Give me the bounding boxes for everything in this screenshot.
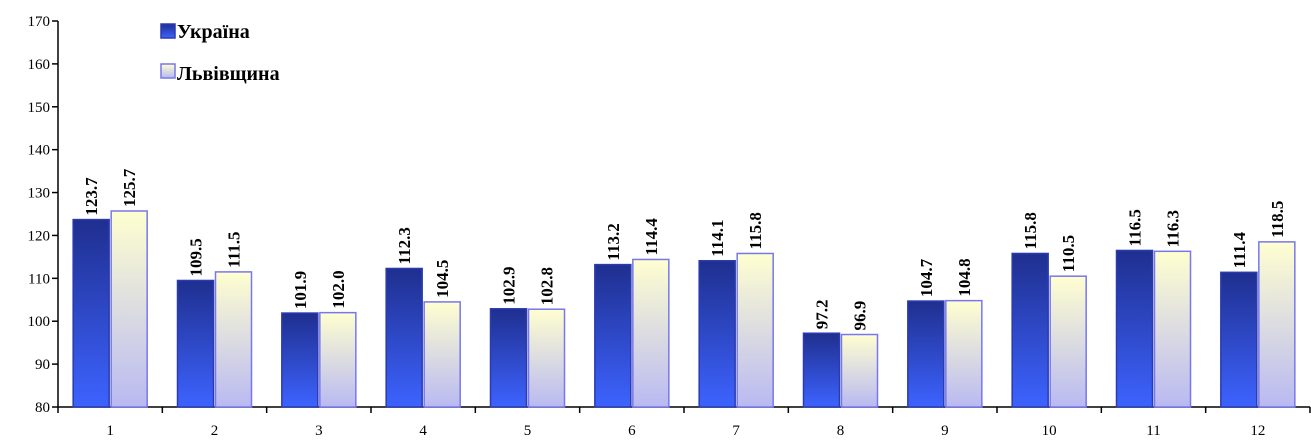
data-label-ukraine: 97.2	[813, 299, 832, 329]
data-label-ukraine: 104.7	[917, 258, 936, 297]
bar-ukraine	[489, 308, 528, 408]
y-tick-label: 100	[28, 314, 51, 330]
data-label-ukraine: 113.2	[604, 223, 623, 260]
bar-ukraine	[1220, 271, 1258, 408]
bar-ukraine	[1011, 252, 1049, 408]
data-label-lvivshchyna: 96.9	[851, 301, 870, 331]
data-label-lvivshchyna: 111.5	[225, 232, 244, 268]
bar-lvivshchyna	[840, 333, 879, 408]
bars	[72, 210, 1296, 408]
x-tick-label: 2	[211, 423, 219, 439]
y-tick-label: 160	[28, 57, 51, 73]
x-tick-label: 1	[106, 423, 114, 439]
bar-lvivshchyna	[423, 301, 461, 408]
data-label-ukraine: 115.8	[1021, 212, 1040, 249]
data-label-ukraine: 123.7	[82, 177, 101, 216]
x-tick-label: 6	[628, 423, 636, 439]
data-label-ukraine: 109.5	[187, 238, 206, 276]
bar-ukraine	[72, 218, 110, 408]
data-label-lvivshchyna: 104.5	[433, 260, 452, 298]
data-label-lvivshchyna: 114.4	[642, 218, 661, 256]
y-tick-label: 80	[35, 400, 50, 416]
y-axis: 80 90 100 110 120 130 140 150 160 170	[28, 14, 59, 416]
data-label-lvivshchyna: 110.5	[1059, 235, 1078, 272]
legend-swatch-lvivshchyna	[160, 63, 176, 79]
bar-ukraine	[907, 300, 945, 408]
x-tick-label: 5	[524, 423, 532, 439]
bar-lvivshchyna	[1258, 241, 1296, 408]
data-label-lvivshchyna: 115.8	[746, 212, 765, 249]
x-tick-label: 12	[1250, 423, 1265, 439]
bar-lvivshchyna	[1049, 275, 1087, 408]
bar-lvivshchyna	[319, 311, 357, 408]
data-label-ukraine: 111.4	[1230, 231, 1249, 268]
legend-label-lvivshchyna: Львівщина	[177, 63, 280, 85]
bar-ukraine	[594, 263, 632, 408]
bar-ukraine	[281, 312, 319, 408]
data-label-lvivshchyna: 116.3	[1164, 210, 1183, 247]
bar-ukraine	[698, 259, 736, 408]
bar-lvivshchyna	[736, 252, 774, 408]
bar-lvivshchyna	[945, 299, 983, 408]
x-tick-label: 7	[732, 423, 740, 439]
x-tick-label: 9	[941, 423, 949, 439]
data-label-ukraine: 112.3	[395, 227, 414, 264]
y-tick-label: 90	[35, 357, 50, 373]
x-tick-label: 11	[1146, 423, 1160, 439]
data-labels: 123.7 109.5 101.9 112.3 102.9 113.2 114.1 97.2 1…	[82, 168, 1287, 330]
bar-lvivshchyna	[110, 210, 148, 408]
legend: Україна Львівщина	[160, 21, 280, 85]
x-tick-label: 8	[837, 423, 845, 439]
data-label-lvivshchyna: 102.0	[329, 270, 348, 308]
y-tick-label: 150	[28, 100, 51, 116]
y-tick-label: 170	[28, 14, 51, 30]
data-label-ukraine: 102.9	[500, 267, 519, 305]
bar-ukraine	[385, 267, 423, 408]
data-label-ukraine: 114.1	[708, 219, 727, 256]
bar-lvivshchyna	[1153, 250, 1192, 408]
bar-lvivshchyna	[214, 271, 253, 408]
legend-label-ukraine: Україна	[177, 21, 250, 43]
bar-lvivshchyna	[527, 308, 566, 408]
x-tick-label: 3	[315, 423, 323, 439]
y-tick-label: 120	[28, 228, 51, 244]
data-label-lvivshchyna: 104.8	[955, 258, 974, 296]
y-tick-label: 140	[28, 143, 51, 159]
bar-ukraine	[1115, 249, 1154, 408]
data-label-ukraine: 116.5	[1126, 209, 1145, 246]
data-label-lvivshchyna: 102.8	[538, 267, 557, 305]
x-axis: 1 2 3 4 5 6 7 8 9 10 11 12	[57, 406, 1311, 439]
data-label-lvivshchyna: 125.7	[120, 168, 139, 207]
legend-swatch-ukraine	[160, 23, 176, 39]
bar-ukraine	[802, 332, 841, 408]
data-label-lvivshchyna: 118.5	[1268, 201, 1287, 238]
bar-lvivshchyna	[632, 258, 670, 408]
y-tick-label: 130	[28, 186, 51, 202]
x-tick-label: 4	[419, 423, 427, 439]
bar-ukraine	[176, 279, 215, 408]
x-tick-label: 10	[1042, 423, 1057, 439]
y-tick-label: 110	[28, 271, 50, 287]
data-label-ukraine: 101.9	[291, 271, 310, 309]
